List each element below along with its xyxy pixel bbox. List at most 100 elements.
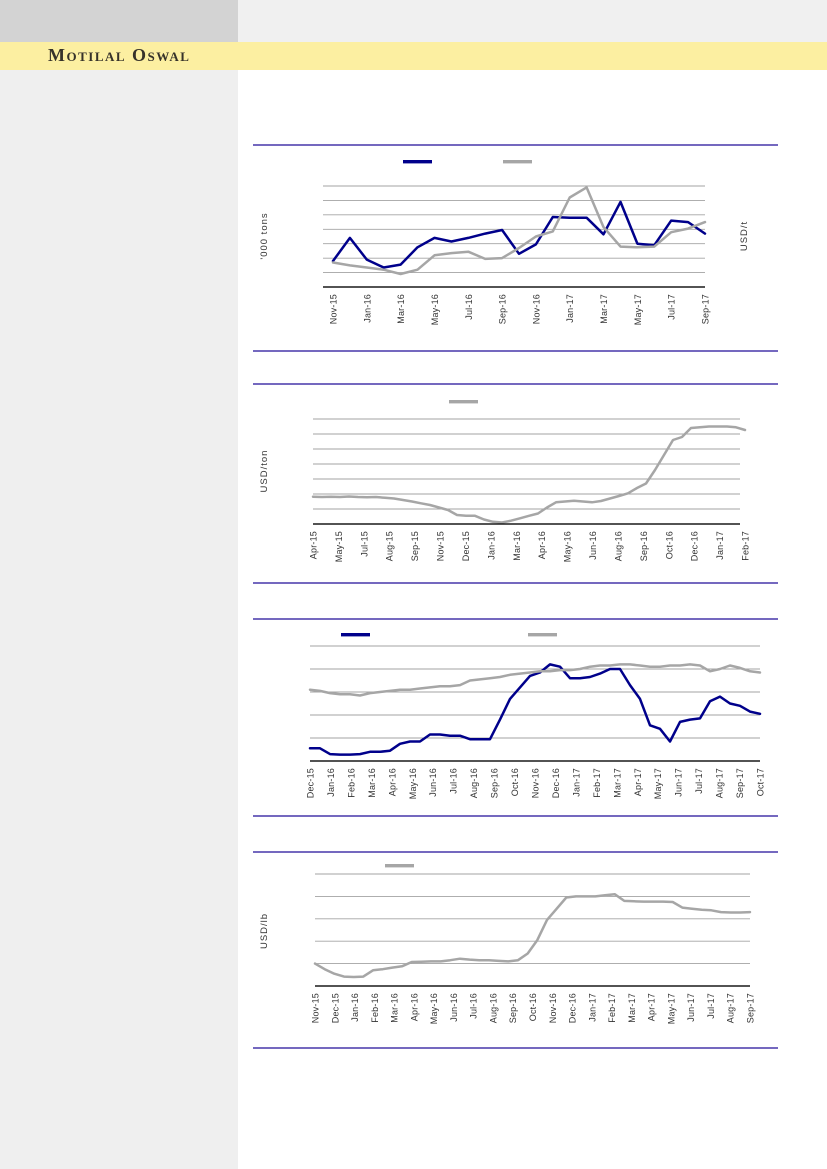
svg-text:Jan-16: Jan-16	[350, 993, 360, 1022]
svg-text:May-16: May-16	[430, 294, 440, 325]
svg-text:May-16: May-16	[408, 768, 418, 799]
x-axis-labels: Nov-15 Jan-16 Mar-16 May-16 Jul-16 Sep-16 Nov-…	[329, 294, 711, 325]
svg-text:Apr-15: Apr-15	[309, 531, 319, 559]
svg-text:Sep-16: Sep-16	[490, 768, 500, 798]
chart-block-two-series: Dec-15 Jan-16 Feb-16 Mar-16 Apr-16 May-16 Jun-…	[253, 618, 778, 817]
left-margin-column	[0, 70, 238, 1169]
svg-text:Jun-16: Jun-16	[588, 531, 598, 560]
svg-text:Jan-16: Jan-16	[362, 294, 372, 323]
svg-text:Sep-16: Sep-16	[498, 294, 508, 324]
svg-text:Feb-17: Feb-17	[607, 993, 617, 1023]
y-axis-label-left: USD/lb	[259, 913, 270, 949]
legend-swatch-0	[341, 633, 370, 637]
series-line-1	[331, 186, 707, 276]
x-axis-labels: Nov-15 Dec-15 Jan-16 Feb-16 Mar-16 Apr-16 May-…	[311, 993, 756, 1024]
svg-text:Apr-17: Apr-17	[647, 993, 657, 1021]
legend-swatch-0	[403, 160, 432, 164]
svg-text:Sep-17: Sep-17	[701, 294, 711, 324]
svg-text:Aug-15: Aug-15	[385, 531, 395, 561]
svg-text:Mar-17: Mar-17	[612, 768, 622, 798]
svg-text:May-17: May-17	[633, 294, 643, 325]
svg-text:Oct-16: Oct-16	[664, 531, 674, 559]
svg-text:Jul-16: Jul-16	[449, 768, 459, 794]
legend-swatch-0	[449, 400, 478, 404]
svg-text:Oct-17: Oct-17	[756, 768, 766, 796]
svg-text:Apr-16: Apr-16	[409, 993, 419, 1021]
legend-swatch-1	[503, 160, 532, 164]
svg-text:Nov-15: Nov-15	[436, 531, 446, 561]
svg-text:Aug-16: Aug-16	[613, 531, 623, 561]
svg-text:Aug-16: Aug-16	[469, 768, 479, 798]
svg-text:Mar-17: Mar-17	[627, 993, 637, 1023]
svg-text:Jan-17: Jan-17	[587, 993, 597, 1022]
svg-text:Sep-16: Sep-16	[639, 531, 649, 561]
svg-text:Sep-17: Sep-17	[746, 993, 756, 1023]
svg-text:Mar-16: Mar-16	[512, 531, 522, 561]
svg-text:Feb-17: Feb-17	[592, 768, 602, 798]
svg-text:Mar-16: Mar-16	[396, 294, 406, 324]
series-line-1	[308, 663, 762, 697]
svg-text:Nov-16: Nov-16	[548, 993, 558, 1023]
chart-svg-0: Nov-15 Jan-16 Mar-16 May-16 Jul-16 Sep-16 Nov-…	[259, 160, 750, 325]
svg-text:Dec-16: Dec-16	[568, 993, 578, 1023]
svg-text:Dec-15: Dec-15	[461, 531, 471, 561]
svg-text:Nov-15: Nov-15	[329, 294, 339, 324]
svg-text:Mar-16: Mar-16	[390, 993, 400, 1023]
svg-text:Nov-16: Nov-16	[531, 768, 541, 798]
gridlines	[315, 873, 750, 965]
svg-text:Feb-16: Feb-16	[346, 768, 356, 798]
y-axis-label-right: USD/t	[739, 221, 750, 251]
series-line-0	[308, 663, 762, 756]
svg-text:May-17: May-17	[653, 768, 663, 799]
svg-text:Aug-17: Aug-17	[715, 768, 725, 798]
svg-text:Jul-15: Jul-15	[359, 531, 369, 557]
chart-svg-3: Nov-15 Dec-15 Jan-16 Feb-16 Mar-16 Apr-16 May-…	[259, 864, 756, 1024]
svg-text:Sep-16: Sep-16	[508, 993, 518, 1023]
y-axis-label-left: USD/ton	[259, 450, 270, 493]
brand-banner: Motilal Oswal	[0, 42, 827, 70]
svg-text:Jul-16: Jul-16	[464, 294, 474, 320]
svg-text:Jun-17: Jun-17	[686, 993, 696, 1022]
svg-text:Apr-16: Apr-16	[537, 531, 547, 559]
gridlines	[323, 185, 705, 274]
svg-text:Dec-15: Dec-15	[330, 993, 340, 1023]
x-axis-labels: Apr-15 May-15 Jul-15 Aug-15 Sep-15 Nov-15 Dec-…	[309, 531, 751, 562]
series-line-0	[331, 200, 707, 269]
svg-text:Dec-15: Dec-15	[306, 768, 316, 798]
chart-svg-1: Apr-15 May-15 Jul-15 Aug-15 Sep-15 Nov-15 Dec-…	[259, 400, 751, 562]
svg-text:Jan-16: Jan-16	[326, 768, 336, 797]
svg-text:Jul-17: Jul-17	[706, 993, 716, 1019]
svg-text:Oct-16: Oct-16	[510, 768, 520, 796]
svg-text:May-17: May-17	[666, 993, 676, 1024]
svg-text:Feb-17: Feb-17	[741, 531, 751, 561]
chart-svg-2: Dec-15 Jan-16 Feb-16 Mar-16 Apr-16 May-16 Jun-…	[306, 633, 766, 799]
chart-block-volume-vs-price: Nov-15 Jan-16 Mar-16 May-16 Jul-16 Sep-16 Nov-…	[253, 144, 778, 352]
svg-text:Aug-17: Aug-17	[726, 993, 736, 1023]
svg-text:Aug-16: Aug-16	[489, 993, 499, 1023]
svg-text:Dec-16: Dec-16	[690, 531, 700, 561]
svg-text:May-15: May-15	[334, 531, 344, 562]
svg-text:Nov-16: Nov-16	[531, 294, 541, 324]
svg-text:Apr-17: Apr-17	[633, 768, 643, 796]
series-line-0	[313, 892, 752, 979]
svg-text:Sep-17: Sep-17	[735, 768, 745, 798]
brand-logo-text: Motilal Oswal	[48, 45, 191, 65]
chart-block-usd-per-lb: Nov-15 Dec-15 Jan-16 Feb-16 Mar-16 Apr-16 May-…	[253, 851, 778, 1049]
svg-text:Jun-16: Jun-16	[428, 768, 438, 797]
legend-swatch-0	[385, 864, 414, 868]
svg-text:Apr-16: Apr-16	[387, 768, 397, 796]
svg-text:Jun-16: Jun-16	[449, 993, 459, 1022]
x-axis-labels: Dec-15 Jan-16 Feb-16 Mar-16 Apr-16 May-16 Jun-…	[306, 768, 766, 799]
svg-text:Mar-17: Mar-17	[599, 294, 609, 324]
svg-text:Jan-17: Jan-17	[565, 294, 575, 323]
svg-text:Jan-16: Jan-16	[486, 531, 496, 560]
header-corner-box	[0, 0, 238, 42]
svg-text:Oct-16: Oct-16	[528, 993, 538, 1021]
svg-text:Nov-15: Nov-15	[311, 993, 321, 1023]
chart-block-usd-per-ton: Apr-15 May-15 Jul-15 Aug-15 Sep-15 Nov-15 Dec-…	[253, 383, 778, 584]
svg-text:Feb-16: Feb-16	[370, 993, 380, 1023]
svg-text:Jul-17: Jul-17	[694, 768, 704, 794]
svg-text:Sep-15: Sep-15	[410, 531, 420, 561]
gridlines	[313, 418, 740, 510]
